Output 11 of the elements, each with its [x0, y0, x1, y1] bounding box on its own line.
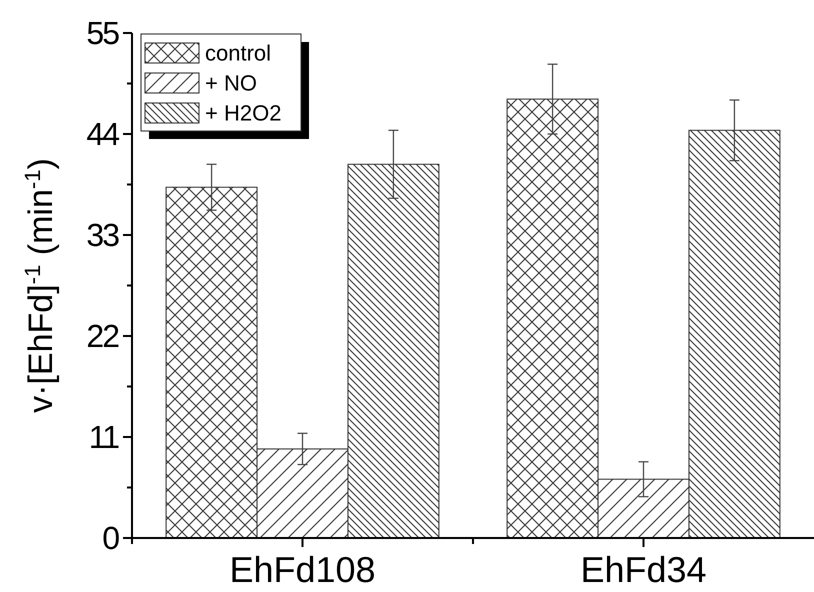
y-tick-label: 11 — [88, 419, 120, 456]
x-tick-label: EhFd34 — [580, 549, 707, 590]
legend-label: + NO — [205, 70, 257, 96]
y-tick-label: 55 — [86, 15, 120, 52]
y-tick-label: 33 — [86, 217, 120, 254]
y-tick-label: 22 — [86, 318, 120, 354]
y-tick-label: 0 — [102, 520, 120, 556]
legend-label: + H2O2 — [205, 100, 282, 126]
legend-label: control — [205, 40, 272, 66]
x-tick-label: EhFd108 — [229, 549, 376, 590]
y-tick-label: 44 — [86, 116, 120, 152]
